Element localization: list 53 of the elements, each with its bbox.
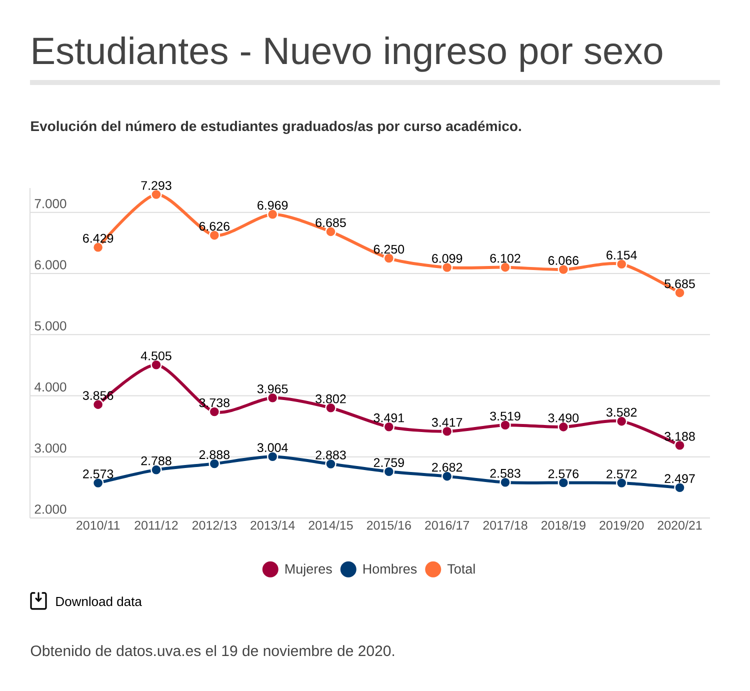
legend-label: Total <box>447 564 475 574</box>
data-label: 6.066 <box>548 256 579 265</box>
x-tick-label: 2016/17 <box>425 520 470 530</box>
data-label: 3.004 <box>257 443 288 452</box>
y-tick-label: 3.000 <box>34 443 66 453</box>
data-label: 3.519 <box>490 412 520 421</box>
y-tick-label: 5.000 <box>34 321 66 330</box>
data-label: 3.965 <box>257 384 288 394</box>
chart-title: Estudiantes - Nuevo ingreso por sexo <box>33 36 662 72</box>
x-tick-label: 2015/16 <box>366 520 411 530</box>
data-label: 6.250 <box>374 244 404 254</box>
data-label: 2.788 <box>141 456 172 466</box>
text: Obtenido de datos.uva.es el 19 de noviembre de 2020. <box>30 645 394 656</box>
x-tick-label: 2012/13 <box>192 520 236 530</box>
data-label: 2.888 <box>199 450 230 460</box>
data-label: 3.802 <box>316 394 346 404</box>
legend-label: Hombres <box>363 564 417 574</box>
data-label: 2.759 <box>374 458 404 468</box>
legend-label: Mujeres <box>285 564 332 576</box>
x-tick-label: 2014/15 <box>308 520 353 530</box>
data-label: 2.583 <box>490 468 520 478</box>
data-label: 3.491 <box>374 413 404 422</box>
data-label: 2.576 <box>548 469 579 478</box>
y-tick-label: 7.000 <box>34 199 66 208</box>
y-tick-label: 6.000 <box>34 260 66 270</box>
text: Download data <box>56 596 142 606</box>
data-label: 3.188 <box>664 432 695 441</box>
data-label: 3.582 <box>606 408 637 417</box>
chart-subtitle: Evolución del número de estudiantes graduados/as por curso académico. <box>31 120 521 134</box>
data-label: 2.883 <box>316 450 346 460</box>
x-tick-label: 2018/19 <box>541 520 586 530</box>
data-label: 6.099 <box>432 254 462 263</box>
x-tick-label: 2010/11 <box>76 520 120 530</box>
data-label: 2.682 <box>432 462 462 472</box>
y-tick-label: 2.000 <box>34 504 66 514</box>
x-tick-label: 2017/18 <box>483 520 528 530</box>
data-label: 4.505 <box>140 351 172 360</box>
data-label: 3.417 <box>432 418 462 427</box>
x-tick-label: 2011/12 <box>134 520 178 530</box>
data-label: 6.102 <box>490 254 520 263</box>
data-label: 6.969 <box>258 200 288 210</box>
data-label: 6.685 <box>316 218 346 228</box>
data-label: 2.497 <box>664 474 695 484</box>
data-label: 5.685 <box>664 279 695 288</box>
x-tick-label: 2013/14 <box>250 520 295 530</box>
x-tick-label: 2020/21 <box>658 520 702 530</box>
y-tick-label: 4.000 <box>34 382 66 392</box>
data-label: 2.572 <box>606 470 637 478</box>
x-tick-label: 2019/20 <box>600 520 644 530</box>
data-label: 6.154 <box>606 250 637 260</box>
data-label: 7.293 <box>141 181 172 190</box>
data-label: 2.573 <box>83 470 114 478</box>
data-label: 3.490 <box>548 413 579 422</box>
